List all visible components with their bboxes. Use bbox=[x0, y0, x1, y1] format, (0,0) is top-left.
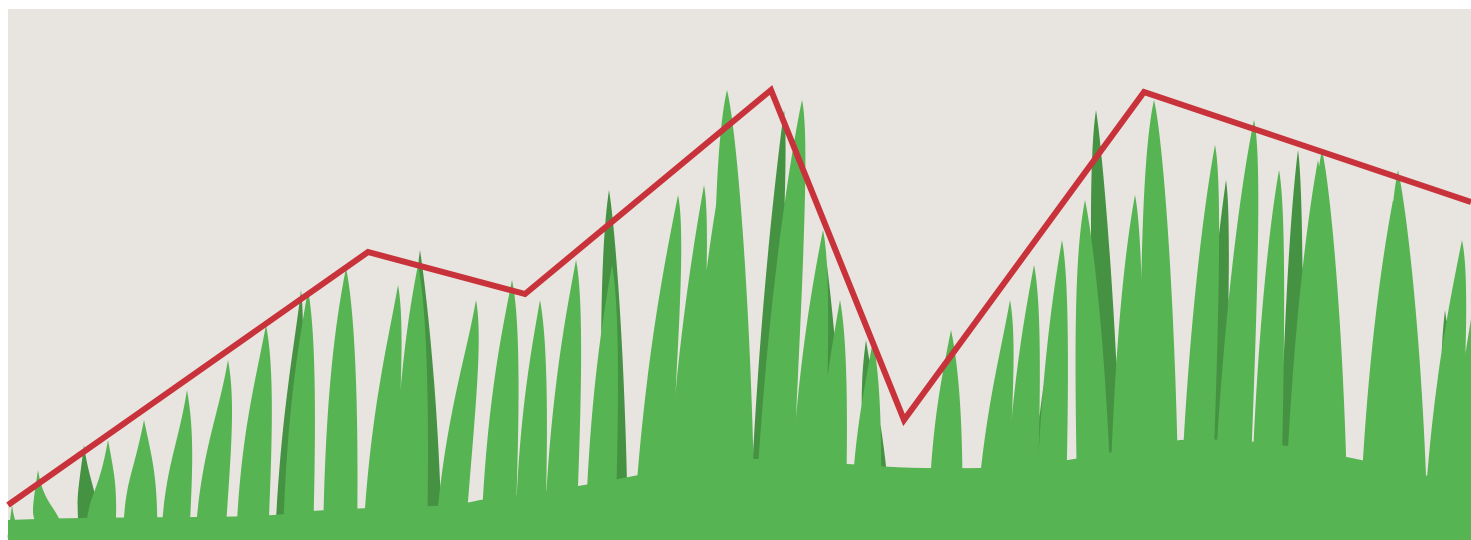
grass-blade-light-10 bbox=[363, 285, 402, 540]
trend-line bbox=[6, 85, 1471, 508]
grass-blade-light-6 bbox=[195, 360, 233, 540]
grass-blade-dark-5 bbox=[749, 110, 786, 540]
grass-blade-light-31 bbox=[1140, 100, 1179, 540]
grass-blade-light-40 bbox=[1447, 319, 1471, 540]
grass-blade-light-37 bbox=[1359, 200, 1398, 540]
grass-blade-light-11 bbox=[393, 265, 428, 540]
grass-blade-light-9 bbox=[323, 268, 358, 540]
grass-blade-light-38 bbox=[1388, 170, 1428, 540]
grass-blade-light-33 bbox=[1212, 120, 1259, 540]
grass-blade-light-21 bbox=[754, 100, 806, 540]
grass-blade-light-4 bbox=[123, 420, 158, 540]
grass-blade-light-12 bbox=[435, 300, 479, 540]
grass-blade-light-36 bbox=[1310, 150, 1348, 540]
grass-blade-light-13 bbox=[481, 280, 519, 540]
grass-blade-light-20 bbox=[713, 90, 755, 540]
grass-blade-light-14 bbox=[515, 300, 547, 540]
grass-blade-light-5 bbox=[161, 390, 193, 540]
grass-blade-light-8 bbox=[283, 290, 315, 540]
grass-ground-mound bbox=[8, 439, 1471, 540]
grass-blade-light-17 bbox=[633, 195, 682, 540]
grass-blade-light-7 bbox=[236, 325, 272, 540]
grass-blade-light-16 bbox=[585, 265, 618, 540]
grass-blades-light bbox=[7, 90, 1471, 540]
grass-blade-light-3 bbox=[85, 440, 117, 540]
grass-blade-light-15 bbox=[544, 260, 582, 540]
